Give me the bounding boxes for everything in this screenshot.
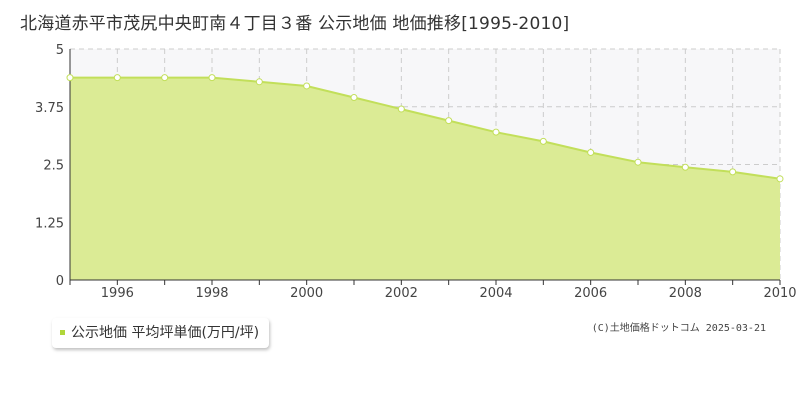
data-point — [397, 105, 405, 113]
chart-title: 北海道赤平市茂尻中央町南４丁目３番 公示地価 地価推移[1995-2010] — [20, 14, 570, 34]
data-point — [255, 78, 263, 86]
data-point — [208, 74, 216, 82]
data-point — [492, 128, 500, 136]
x-tick-label: 2000 — [290, 286, 323, 301]
data-point — [729, 168, 737, 176]
x-tick-label: 2004 — [479, 286, 512, 301]
y-tick-label: 3.75 — [35, 101, 64, 116]
tick-labels: 0 1.25 2.5 3.75 5 1996 1998 2000 2002 2004 2006 200… — [35, 43, 797, 301]
x-tick-label: 2010 — [763, 286, 796, 301]
y-tick-label: 5 — [56, 43, 64, 58]
data-point-markers — [66, 74, 784, 183]
data-point — [113, 74, 121, 82]
y-tick-label: 0 — [56, 274, 64, 289]
price-area-fill — [70, 77, 780, 280]
legend-label: 公示地価 平均坪単価(万円/坪) — [71, 325, 260, 341]
x-tick-label: 1996 — [101, 286, 134, 301]
x-tick-label: 2008 — [669, 286, 702, 301]
data-point — [681, 163, 689, 171]
data-point — [66, 74, 74, 82]
y-tick-label: 1.25 — [35, 216, 64, 231]
copyright-notice: (C)土地価格ドットコム 2025-03-21 — [591, 323, 766, 334]
axes — [69, 49, 781, 285]
x-tick-label: 2006 — [574, 286, 607, 301]
data-point — [539, 137, 547, 145]
y-tick-label: 2.5 — [43, 159, 64, 174]
data-point — [634, 158, 642, 166]
legend-swatch-icon — [60, 329, 65, 335]
data-point — [776, 175, 784, 183]
data-point — [587, 148, 595, 156]
data-point — [350, 94, 358, 102]
data-point — [445, 117, 453, 125]
data-point — [303, 82, 311, 90]
x-tick-label: 1998 — [195, 286, 228, 301]
data-point — [161, 74, 169, 82]
chart-legend[interactable]: 公示地価 平均坪単価(万円/坪) — [52, 318, 270, 348]
price-line — [70, 76, 781, 180]
x-tick-label: 2002 — [385, 286, 418, 301]
